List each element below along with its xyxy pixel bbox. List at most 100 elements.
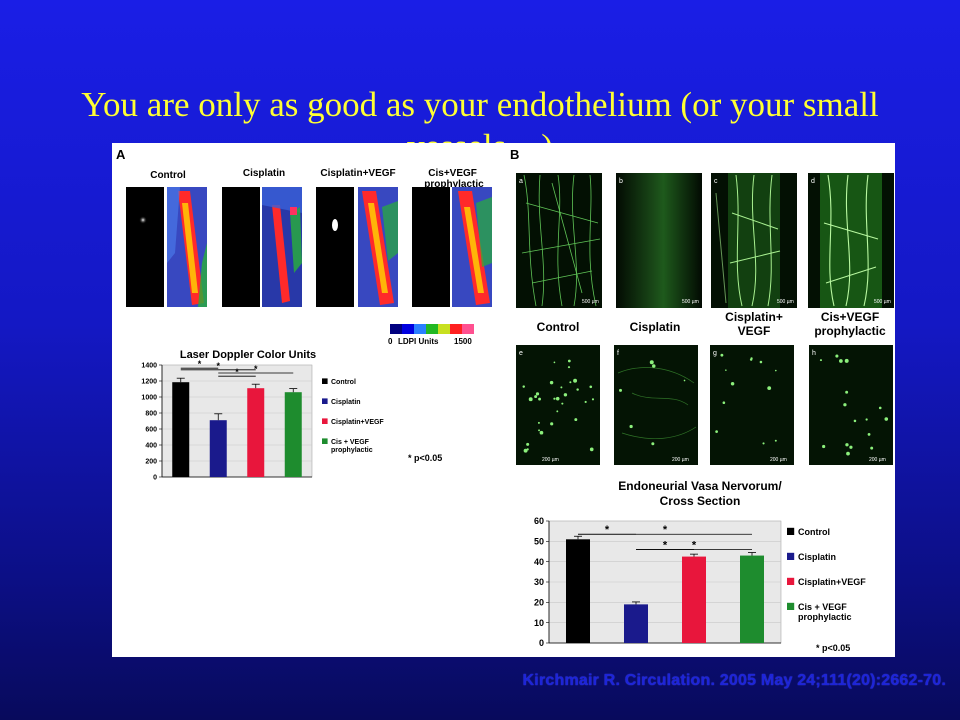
b-letter-c: c (714, 178, 718, 185)
b-label-control: Control (537, 320, 580, 334)
vessel-dot (569, 381, 572, 384)
vessel-dot (563, 393, 568, 397)
vessel-dot (762, 442, 765, 445)
vessel-dot (522, 385, 525, 388)
vessel-dot (573, 378, 578, 383)
a-ldpi-images (126, 187, 492, 307)
b-letter-f: f (617, 350, 619, 357)
vasa-nervorum-chart: Endoneurial Vasa Nervorum/Cross Section … (534, 479, 866, 653)
vessel-dot (567, 359, 571, 363)
y-tick-label: 400 (145, 442, 157, 449)
vessel-dot (652, 364, 656, 368)
ldpi-swatch (450, 324, 462, 334)
bar (566, 539, 590, 643)
ldpi-max: 1500 (454, 337, 472, 346)
vessel-dot (549, 380, 554, 385)
citation: Kirchmair R. Circulation. 2005 May 24;11… (522, 672, 946, 689)
panel-b-letter: B (510, 147, 519, 162)
laser-doppler-chart: Laser Doppler Color Units 0 200 400 600 800 1… (141, 349, 442, 481)
vessel-dot (629, 424, 633, 429)
chart2-pvalue: p<0.05 (822, 643, 850, 653)
chart1-title: Laser Doppler Color Units (180, 349, 316, 361)
bar (740, 555, 764, 643)
vessel-dot (819, 359, 822, 362)
bar (209, 420, 227, 477)
legend-swatch (787, 552, 795, 560)
b-vessel-dots (522, 353, 889, 456)
legend-label: Control (798, 527, 830, 537)
ldpi-swatches (390, 324, 474, 334)
vessel-dot (538, 429, 541, 432)
y-tick-label: 40 (534, 557, 544, 567)
b-scale-e: 200 µm (542, 457, 559, 463)
vessel-dot (845, 443, 849, 447)
y-tick-label: 0 (539, 638, 544, 648)
y-tick-label: 1400 (141, 362, 157, 369)
ldpi-color-scale: 0 LDPI Units 1500 (388, 324, 474, 346)
b-cross-section-images: e f g h 200 µm 200 µm 200 µm 200 µm (516, 345, 893, 465)
slide-title: You are only as good as your endothelium… (81, 85, 879, 148)
y-tick-label: 30 (534, 577, 544, 587)
vessel-dot (591, 398, 595, 401)
chart2-plot: 0 10 20 30 40 50 60 * * * * (534, 516, 782, 648)
vessel-dot (867, 432, 871, 436)
vessel-dot (550, 422, 554, 426)
vessel-dot (528, 397, 533, 402)
vessel-dot (870, 446, 874, 450)
legend-swatch (787, 602, 795, 610)
vessel-dot (844, 358, 849, 363)
b-scale-b: 500 µm (682, 299, 699, 305)
y-tick-label: 1000 (141, 394, 157, 401)
significance-star: * (216, 361, 220, 371)
significance-star: * (605, 524, 610, 536)
y-tick-label: 60 (534, 516, 544, 526)
vessel-dot (720, 353, 724, 357)
legend-swatch (322, 438, 328, 444)
b-letter-g: g (713, 350, 717, 357)
legend-label: Cisplatin+VEGF (798, 577, 866, 587)
legend-swatch (322, 418, 328, 424)
vessel-dot (553, 397, 556, 400)
b-scale-c: 500 µm (777, 299, 794, 305)
legend-label: Cis + VEGF prophylactic (331, 439, 373, 454)
vessel-dot (589, 447, 594, 452)
b-letter-b: b (619, 178, 623, 185)
ldpi-swatch (414, 324, 426, 334)
ldpi-swatch (402, 324, 414, 334)
a-label-cisplatin-vegf: Cisplatin+VEGF (320, 168, 395, 179)
bar (624, 604, 648, 643)
chart2-legend: Control Cisplatin Cisplatin+VEGF Cis + VEGF… (787, 527, 866, 622)
a-label-prophylactic: Cis+VEGF prophylactic (424, 168, 484, 190)
b-letter-a: a (519, 178, 523, 185)
chart1-plot: 0 200 400 600 800 1000 1200 1400 * * * * (141, 359, 313, 481)
b-label-prophylactic: Cis+VEGF prophylactic (814, 310, 886, 338)
significance-star: * (254, 364, 258, 374)
vessel-dot (759, 360, 763, 364)
legend-label: Cisplatin+VEGF (331, 419, 384, 426)
b-scale-h: 200 µm (869, 457, 886, 463)
vessel-dot (774, 369, 777, 372)
y-tick-label: 800 (145, 410, 157, 417)
a-label-cisplatin: Cisplatin (243, 168, 285, 179)
vessel-dot (878, 406, 882, 410)
b-scale-f: 200 µm (672, 457, 689, 463)
vessel-dot (619, 388, 623, 392)
ldpi-swatch (390, 324, 402, 334)
b-letter-d: d (811, 178, 815, 185)
bar (247, 388, 265, 477)
legend-swatch (322, 378, 328, 384)
figure-canvas: A B Control Cisplatin Cisplatin+VEGF Cis… (116, 147, 894, 653)
ldpi-min: 0 (388, 337, 393, 346)
chart2-title: Endoneurial Vasa Nervorum/Cross Section (618, 479, 782, 508)
legend-swatch (787, 577, 795, 585)
legend-swatch (787, 527, 795, 535)
vessel-dot (846, 451, 850, 456)
ldpi-swatch (426, 324, 438, 334)
vessel-dot (849, 445, 853, 449)
legend-label: Cisplatin (331, 399, 361, 406)
ldpi-swatch (438, 324, 450, 334)
vessel-dot (822, 444, 826, 449)
legend-label: Cisplatin (798, 552, 836, 562)
y-tick-label: 10 (534, 618, 544, 628)
significance-star: * (235, 367, 239, 377)
